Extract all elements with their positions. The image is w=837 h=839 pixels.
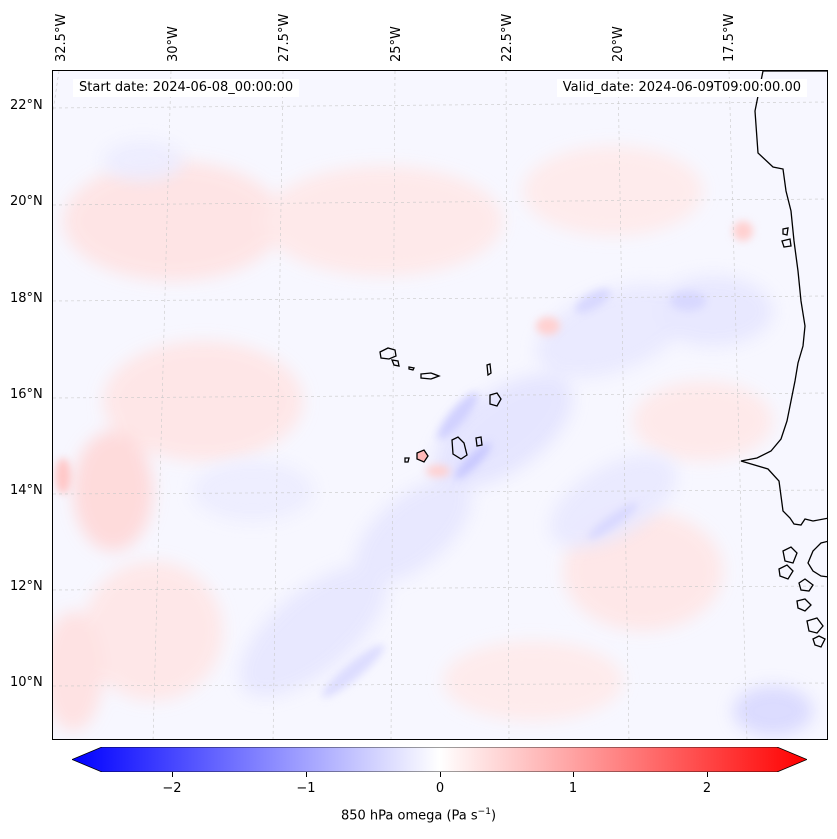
lat-label-16n: 16°N (10, 387, 43, 402)
colorbar-tick-0 (440, 772, 441, 777)
small-scale-features (55, 221, 753, 698)
lat-label-12n: 12°N (10, 579, 43, 594)
colorbar-tick-label: −2 (162, 781, 182, 796)
africa-coastline (740, 71, 827, 648)
lat-label-22n: 22°N (10, 98, 43, 113)
lon-label-22-5w: 22.5°W (500, 13, 515, 62)
colorbar-title-end: ) (490, 808, 497, 824)
colorbar (72, 747, 807, 772)
colorbar-tick-label: −1 (296, 781, 316, 796)
omega-field-map (53, 71, 827, 739)
colorbar-tick-label: 0 (435, 781, 445, 796)
lon-label-17-5w: 17.5°W (722, 13, 737, 62)
colorbar-tick-2 (707, 772, 708, 777)
colorbar-tick-m1 (306, 772, 307, 777)
lon-label-20w: 20°W (611, 26, 626, 62)
negative-omega-regions (103, 141, 813, 736)
map-panel[interactable]: Start date: 2024-06-08_00:00:00 Valid_da… (52, 70, 828, 740)
lon-label-25w: 25°W (389, 26, 404, 62)
lat-label-10n: 10°N (10, 675, 43, 690)
lat-label-20n: 20°N (10, 194, 43, 209)
colorbar-title: 850 hPa omega (Pa s−1) (0, 807, 837, 823)
lon-label-30w: 30°W (166, 26, 181, 62)
lon-label-27-5w: 27.5°W (277, 13, 292, 62)
valid-date-label: Valid_date: 2024-06-09T09:00:00.00 (556, 79, 807, 97)
lon-label-32-5w: 32.5°W (54, 13, 69, 62)
lat-label-14n: 14°N (10, 483, 43, 498)
colorbar-title-main: 850 hPa omega (Pa s (340, 808, 478, 824)
colorbar-bar (72, 747, 807, 772)
colorbar-tick-label: 2 (702, 781, 712, 796)
colorbar-tick-1 (573, 772, 574, 777)
lat-label-18n: 18°N (10, 291, 43, 306)
cape-verde-islands (379, 347, 502, 463)
colorbar-title-exponent: −1 (477, 807, 491, 817)
graticule (53, 71, 827, 739)
colorbar-tick-m2 (172, 772, 173, 777)
colorbar-tick-label: 1 (568, 781, 578, 796)
start-date-label: Start date: 2024-06-08_00:00:00 (73, 79, 300, 97)
